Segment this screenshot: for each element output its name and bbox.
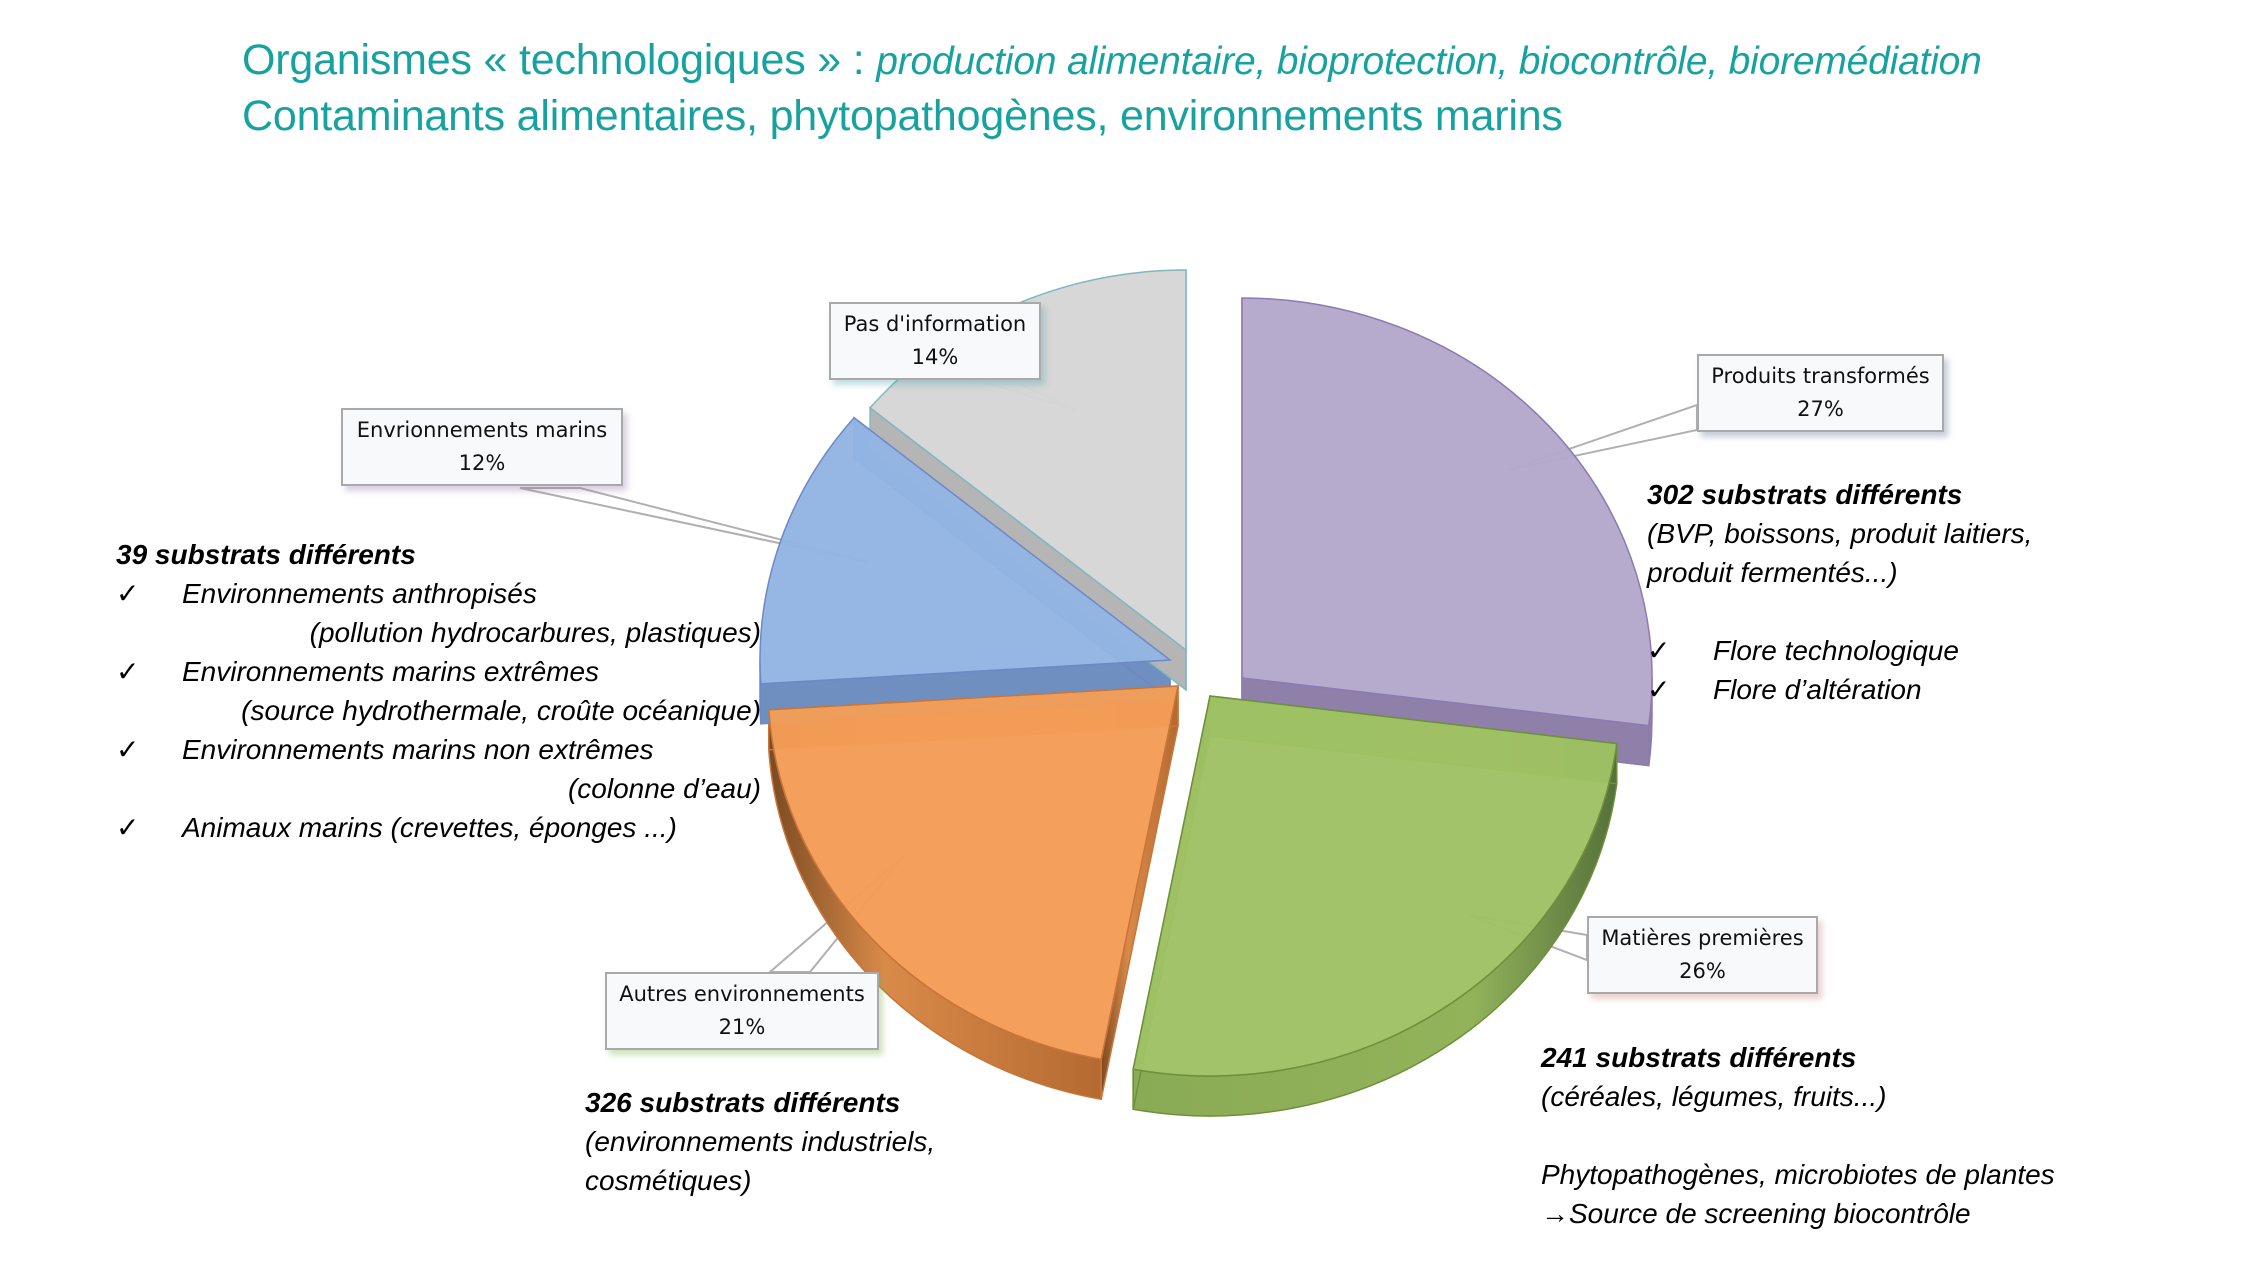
note-item-text: Animaux marins (crevettes, éponges ...) <box>182 812 677 843</box>
check-icon: ✓ <box>116 656 140 687</box>
callout-label: Produits transformés <box>1711 364 1930 388</box>
note-produits-transformes: 302 substrats différents (BVP, boissons,… <box>1647 475 2032 709</box>
note-item: ✓ Animaux marins (crevettes, éponges ...) <box>116 808 761 847</box>
check-icon: ✓ <box>116 734 140 765</box>
title-subtitle: production alimentaire, bioprotection, b… <box>876 40 1982 83</box>
note-line: cosmétiques) <box>585 1165 752 1196</box>
note-line: (environnements industriels, <box>585 1126 936 1157</box>
callout-produits-transformes: Produits transformés 27% <box>1697 354 1944 432</box>
callout-value: 21% <box>718 1015 766 1039</box>
note-item-detail: (source hydrothermale, croûte océanique) <box>241 695 761 726</box>
note-spacer <box>1647 592 2032 631</box>
pie-slice <box>768 685 1179 1061</box>
note-matieres-premieres: 241 substrats différents (céréales, légu… <box>1541 1038 2055 1233</box>
arrow-right-icon: → <box>1541 1198 1569 1229</box>
note-line: produit fermentés...) <box>1647 557 1898 588</box>
note-item-text: Flore technologique <box>1713 635 1959 666</box>
check-icon: ✓ <box>1647 635 1671 666</box>
callout-label: Pas d'information <box>843 312 1027 336</box>
check-icon: ✓ <box>116 578 140 609</box>
check-icon: ✓ <box>1647 674 1671 705</box>
note-line: (céréales, légumes, fruits...) <box>1541 1081 1887 1112</box>
note-line-arrow: →Source de screening biocontrôle <box>1541 1194 2055 1233</box>
note-item: ✓ Flore d’altération <box>1647 670 2032 709</box>
pie-slice <box>759 416 1173 685</box>
callout-label: Autres environnements <box>619 982 865 1006</box>
note-autres-environnements: 326 substrats différents (environnements… <box>585 1083 935 1200</box>
title-line-2: Contaminants alimentaires, phytopathogèn… <box>242 92 1563 140</box>
note-item: ✓ Environnements marins non extrêmes <box>116 730 761 769</box>
note-item-text: Environnements anthropisés <box>182 578 537 609</box>
callout-environnements-marins: Envrionnements marins 12% <box>341 408 623 486</box>
callout-value: 12% <box>458 451 506 475</box>
callout-value: 14% <box>911 345 959 369</box>
callout-value: 26% <box>1679 959 1726 983</box>
note-item: ✓ Environnements anthropisés <box>116 574 761 613</box>
note-heading: 326 substrats différents <box>585 1087 901 1118</box>
pie-slices <box>759 269 1653 1117</box>
note-spacer <box>1541 1116 2055 1155</box>
note-item-text: Environnements marins extrêmes <box>182 656 600 687</box>
note-line: (BVP, boissons, produit laitiers, <box>1647 518 2033 549</box>
note-item-text: Flore d’altération <box>1713 674 1922 705</box>
pie-slice <box>1132 695 1618 1077</box>
callout-label: Envrionnements marins <box>356 418 608 442</box>
note-environnements-marins: 39 substrats différents ✓ Environnements … <box>116 535 761 847</box>
callout-matieres-premieres: Matières premières 26% <box>1587 916 1818 994</box>
callout-label: Matières premières <box>1601 926 1804 950</box>
note-heading: 302 substrats différents <box>1647 479 1963 510</box>
title-main: Organismes « technologiques » : <box>242 36 877 84</box>
note-line: Phytopathogènes, microbiotes de plantes <box>1541 1159 2055 1190</box>
callout-value: 27% <box>1797 397 1844 421</box>
check-icon: ✓ <box>116 812 140 843</box>
note-item: ✓ Environnements marins extrêmes <box>116 652 761 691</box>
note-item: ✓ Flore technologique <box>1647 631 2032 670</box>
callout-autres-environnements: Autres environnements 21% <box>605 972 879 1050</box>
note-item-text: Environnements marins non extrêmes <box>182 734 654 765</box>
note-item-detail: (pollution hydrocarbures, plastiques) <box>309 617 761 648</box>
note-heading: 241 substrats différents <box>1541 1042 1857 1073</box>
pie-slice <box>1241 297 1653 727</box>
callout-pas-d-information: Pas d'information 14% <box>829 302 1041 380</box>
note-heading: 39 substrats différents <box>116 539 416 570</box>
note-line: Source de screening biocontrôle <box>1569 1198 1971 1229</box>
note-item-detail: (colonne d’eau) <box>567 773 761 804</box>
title-line-1: Organismes « technologiques » : producti… <box>242 36 1982 85</box>
